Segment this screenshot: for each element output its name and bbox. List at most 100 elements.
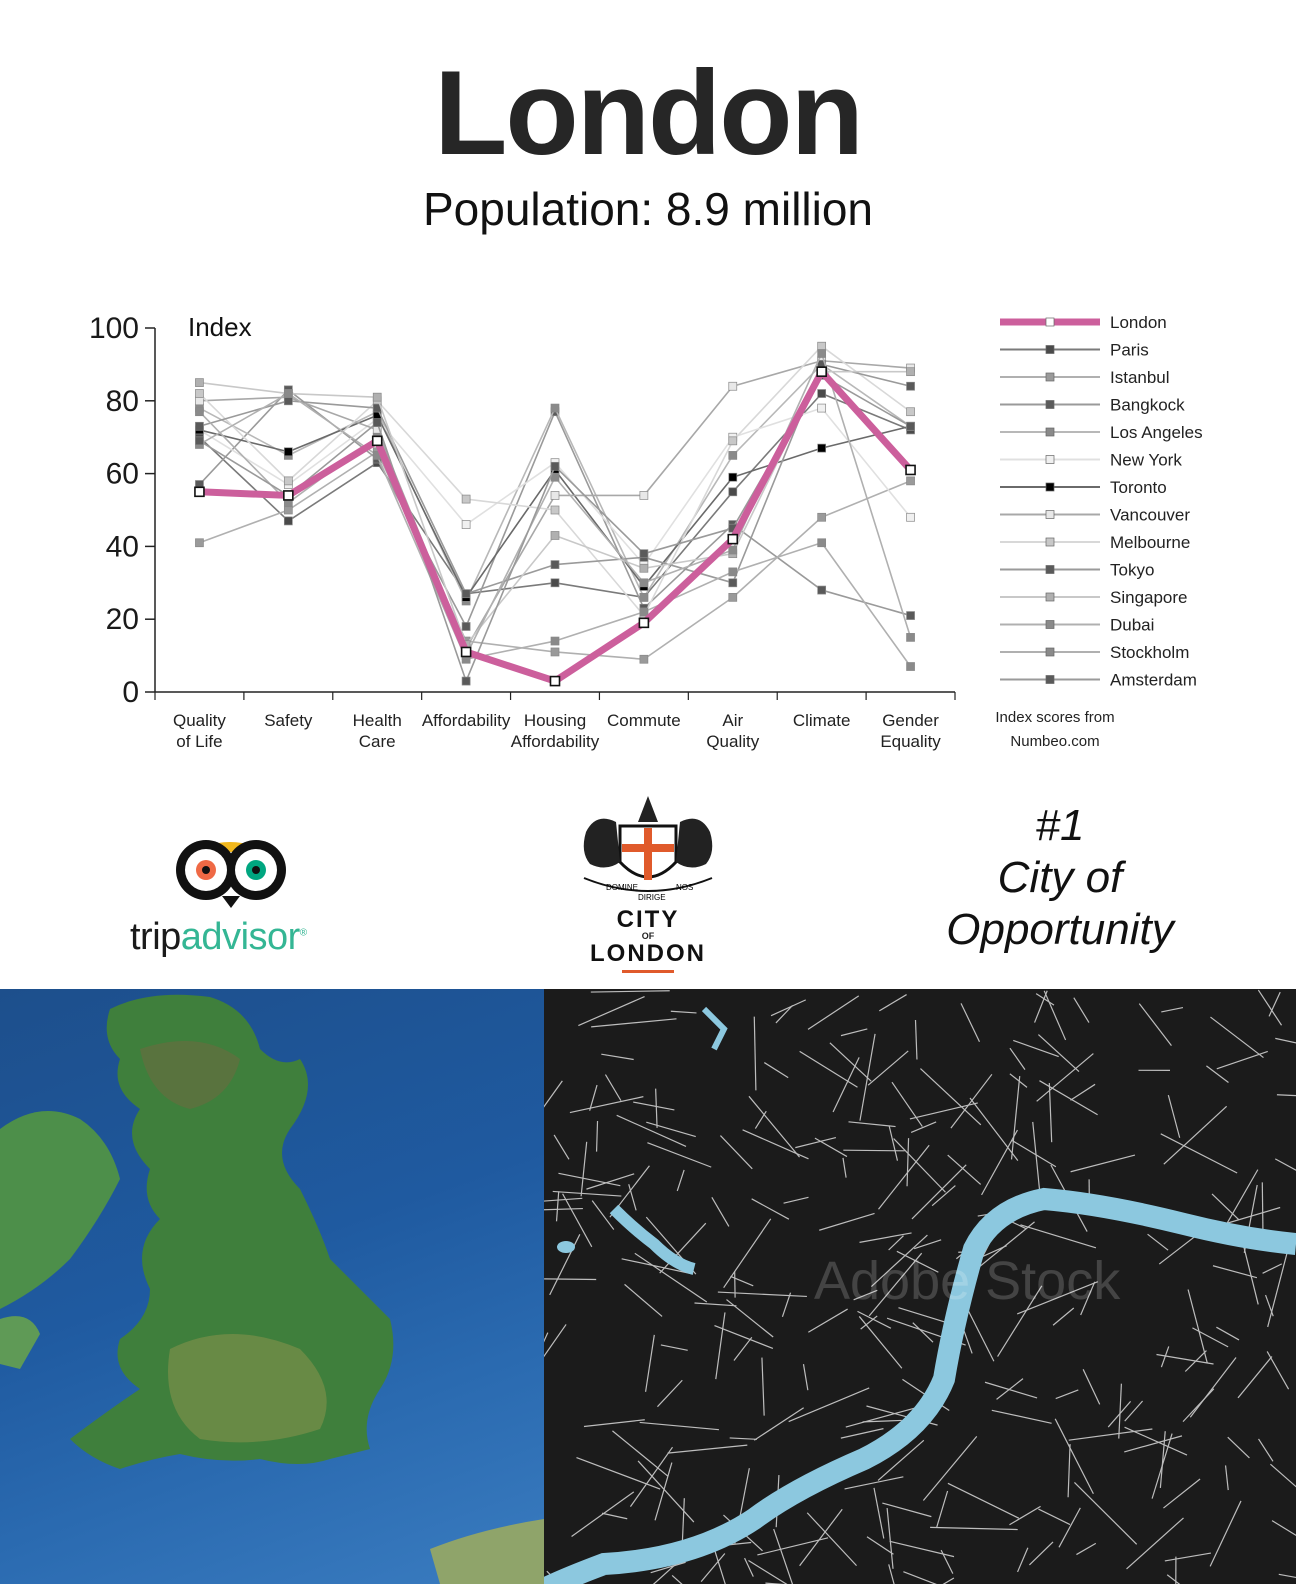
street	[719, 1135, 753, 1170]
street	[770, 999, 807, 1017]
street	[1160, 1346, 1170, 1368]
street	[1209, 1500, 1242, 1567]
point-paris-7	[817, 389, 827, 398]
point-tokyo-0	[195, 421, 204, 431]
street	[799, 1508, 843, 1567]
street	[914, 1019, 918, 1060]
point-amsterdam-0	[195, 436, 204, 446]
col-word-london: LONDON	[590, 940, 706, 967]
street	[1189, 1357, 1237, 1418]
x-tick-label-0-0: Quality	[173, 711, 226, 730]
street	[583, 1419, 645, 1428]
street	[1166, 1574, 1181, 1584]
street	[882, 1502, 932, 1518]
point-amsterdam-5	[639, 549, 649, 559]
street	[870, 1234, 928, 1288]
street	[906, 1138, 910, 1187]
point-vancouver-5	[639, 491, 649, 500]
street	[1160, 1133, 1238, 1174]
street	[646, 1121, 696, 1138]
street	[969, 1097, 1019, 1161]
x-tick-label-5-0: Commute	[607, 711, 681, 730]
street	[1264, 1294, 1274, 1317]
point-london-8	[905, 464, 916, 476]
legend: London Paris Istanbul Bangkock Los Angeles Ne…	[1000, 313, 1203, 690]
x-tick-label-0-1: of Life	[176, 732, 222, 751]
point-los-angeles-6	[728, 451, 738, 460]
legend-label-5: New York	[1110, 451, 1182, 470]
street	[893, 1138, 946, 1193]
street	[1237, 1356, 1273, 1399]
london-street-map: Adobe Stock	[544, 989, 1296, 1584]
tripadvisor-wordmark: tripadvisor®	[130, 916, 307, 959]
street	[604, 1074, 622, 1101]
uk-satellite-map	[0, 989, 544, 1584]
street	[1037, 1034, 1080, 1072]
street	[754, 1110, 767, 1129]
street	[1261, 1182, 1264, 1234]
point-stockholm-0	[195, 407, 204, 417]
street	[814, 1137, 848, 1158]
street	[867, 1050, 909, 1086]
point-london-6	[727, 533, 739, 545]
street	[1067, 1444, 1071, 1498]
street	[1124, 1435, 1183, 1453]
street	[761, 1357, 765, 1416]
street	[859, 1232, 912, 1243]
street	[997, 1285, 1043, 1357]
y-axis-label: Index	[188, 312, 252, 342]
street	[660, 1344, 688, 1351]
point-bangkock-7	[817, 585, 827, 595]
tripadvisor-word-1: trip	[130, 916, 181, 958]
street	[544, 1278, 597, 1281]
street	[931, 1185, 956, 1207]
street	[1124, 1400, 1144, 1422]
street	[714, 1324, 774, 1350]
street	[1276, 1094, 1296, 1097]
legend-label-2: Istanbul	[1110, 368, 1170, 387]
street	[629, 1446, 674, 1507]
chart-axes: 0 20 40 60 80 100 Quality of Life Safety Health Ca…	[89, 312, 956, 751]
point-dubai-7	[817, 538, 827, 548]
point-istanbul-7	[817, 512, 827, 522]
point-dubai-5	[639, 607, 649, 617]
street	[950, 1073, 993, 1129]
street	[571, 1491, 635, 1537]
col-word-city: CITY	[616, 906, 680, 933]
legend-marker-6	[1045, 482, 1055, 492]
street	[742, 1129, 809, 1160]
street	[580, 1141, 588, 1197]
motto-right: NOS	[676, 883, 693, 892]
point-dubai-1	[283, 389, 293, 398]
street	[1011, 1139, 1057, 1168]
street	[829, 1042, 872, 1082]
street	[1055, 1389, 1079, 1400]
legend-marker-4	[1045, 427, 1055, 437]
legend-label-9: Tokyo	[1110, 561, 1154, 580]
street	[1216, 1050, 1268, 1070]
street	[910, 1121, 937, 1134]
point-toronto-1	[283, 447, 293, 457]
street	[783, 1196, 809, 1204]
street	[1070, 1083, 1096, 1101]
street	[1009, 1505, 1041, 1526]
point-bangkock-3	[461, 622, 471, 631]
series-line-dubai	[199, 392, 912, 667]
street	[621, 1258, 694, 1275]
river-thames	[544, 1187, 1296, 1584]
legend-marker-13	[1045, 675, 1055, 684]
point-stockholm-8	[906, 633, 915, 642]
point-london-3	[460, 646, 472, 658]
street	[853, 1289, 878, 1301]
point-stockholm-7	[817, 349, 827, 358]
point-melbourne-3	[461, 494, 471, 504]
legend-marker-2	[1045, 372, 1055, 382]
street	[1009, 1073, 1028, 1088]
point-paris-1	[283, 516, 293, 526]
street	[977, 1221, 1035, 1269]
street	[1212, 1265, 1258, 1279]
point-new-york-8	[906, 512, 915, 522]
point-bangkock-8	[906, 611, 915, 620]
legend-marker-5	[1045, 455, 1055, 464]
point-melbourne-4	[550, 505, 560, 515]
